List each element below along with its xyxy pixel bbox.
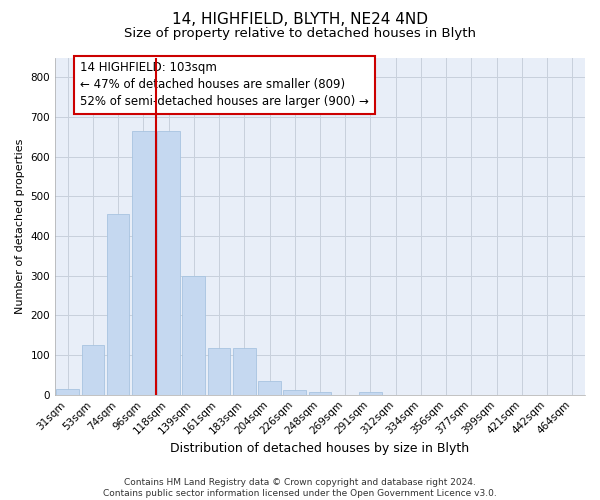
Bar bbox=[56, 389, 79, 394]
Bar bbox=[308, 392, 331, 394]
Bar bbox=[182, 276, 205, 394]
Bar bbox=[233, 348, 256, 395]
Text: Contains HM Land Registry data © Crown copyright and database right 2024.
Contai: Contains HM Land Registry data © Crown c… bbox=[103, 478, 497, 498]
Bar bbox=[107, 214, 130, 394]
Bar bbox=[132, 131, 155, 394]
Bar bbox=[359, 392, 382, 394]
Bar bbox=[283, 390, 306, 394]
Bar bbox=[157, 131, 180, 394]
Bar bbox=[208, 348, 230, 395]
X-axis label: Distribution of detached houses by size in Blyth: Distribution of detached houses by size … bbox=[170, 442, 470, 455]
Bar bbox=[258, 381, 281, 394]
Text: 14 HIGHFIELD: 103sqm
← 47% of detached houses are smaller (809)
52% of semi-deta: 14 HIGHFIELD: 103sqm ← 47% of detached h… bbox=[80, 62, 369, 108]
Text: 14, HIGHFIELD, BLYTH, NE24 4ND: 14, HIGHFIELD, BLYTH, NE24 4ND bbox=[172, 12, 428, 28]
Y-axis label: Number of detached properties: Number of detached properties bbox=[15, 138, 25, 314]
Text: Size of property relative to detached houses in Blyth: Size of property relative to detached ho… bbox=[124, 28, 476, 40]
Bar bbox=[82, 345, 104, 395]
